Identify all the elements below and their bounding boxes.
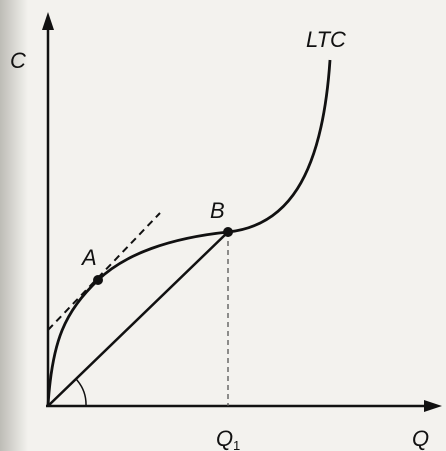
ray-to-b bbox=[47, 231, 229, 407]
angle-arc bbox=[75, 378, 87, 407]
ltc-curve bbox=[46, 59, 332, 407]
point-a-label: A bbox=[80, 245, 97, 270]
x-axis-label: Q bbox=[412, 426, 429, 451]
point-b bbox=[223, 227, 233, 237]
point-b-label: B bbox=[210, 198, 225, 223]
tangent-line bbox=[47, 212, 161, 331]
point-a bbox=[93, 275, 103, 285]
curve-label: LTC bbox=[306, 27, 346, 52]
x-axis-arrow bbox=[424, 400, 442, 412]
y-axis-arrow bbox=[42, 12, 54, 30]
x-mark-label: Q bbox=[216, 426, 233, 451]
page-edge-shade bbox=[0, 0, 28, 451]
x-mark-subscript: 1 bbox=[233, 438, 240, 451]
y-axis-label: C bbox=[10, 48, 26, 73]
